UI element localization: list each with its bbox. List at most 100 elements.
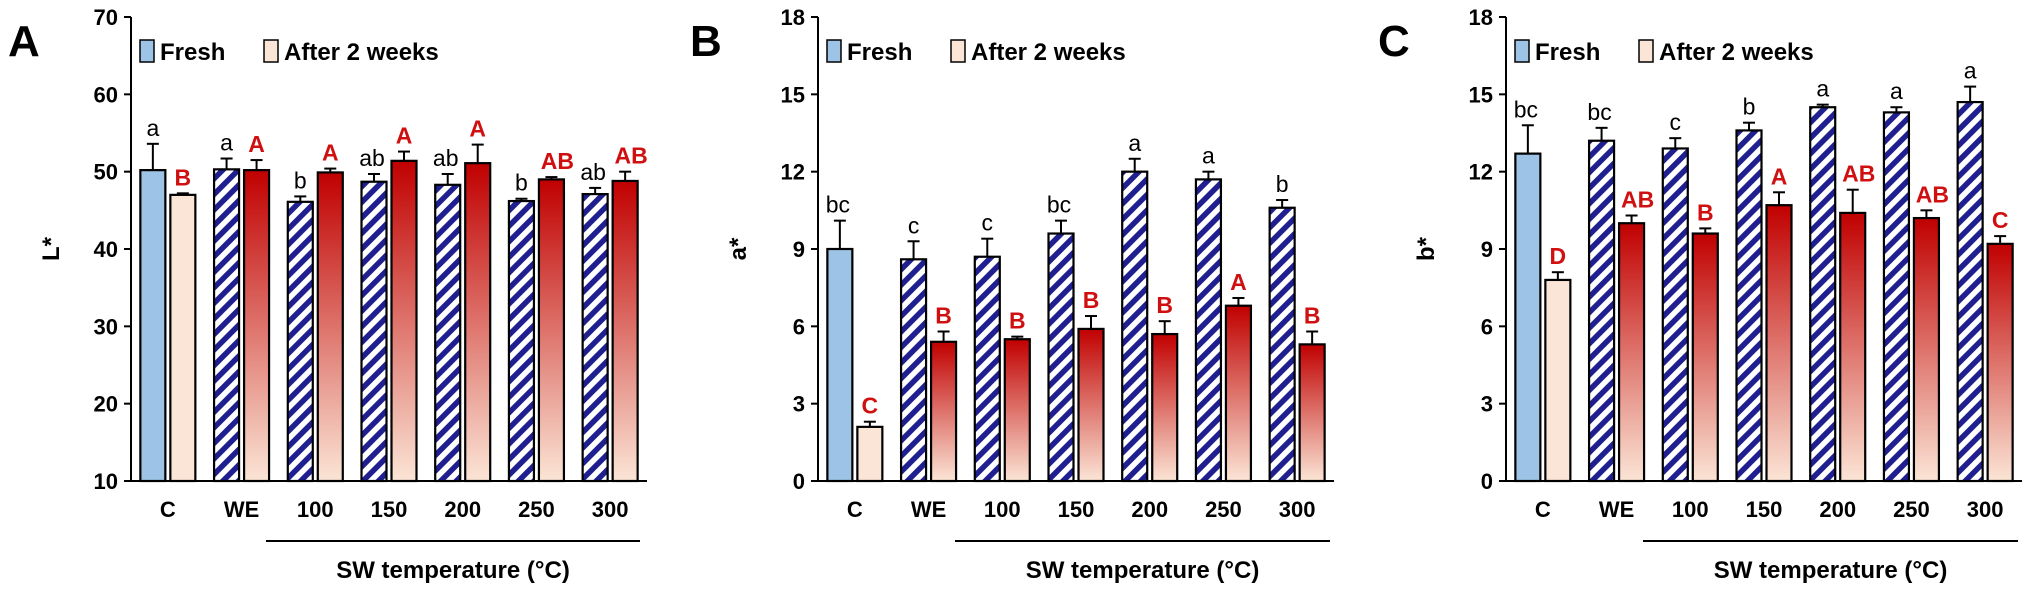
significance-letter: c (1670, 109, 1682, 135)
bar-after-300 (611, 179, 639, 483)
y-tick-label: 10 (94, 469, 118, 494)
y-tick-label: 9 (793, 237, 805, 262)
significance-letter: a (1816, 76, 1829, 102)
category-label: 200 (1131, 497, 1168, 522)
category-label: 200 (444, 497, 481, 522)
bar-fresh-c (1514, 152, 1542, 483)
y-tick-label: 70 (94, 5, 118, 30)
y-tick-label: 9 (1481, 237, 1493, 262)
legend-swatch-after (1638, 39, 1654, 63)
y-tick-label: 18 (1469, 5, 1493, 30)
panel-c: Cb* 0 3 6 9 12 15 18 bc D Cbc AB WE c B 100 b A 150 a AB 200 a… (1378, 5, 2022, 584)
bar-fresh-200 (1121, 170, 1149, 483)
y-tick-label: 50 (94, 160, 118, 185)
y-tick-label: 40 (94, 237, 118, 262)
significance-letter: C (1992, 207, 2009, 233)
category-label: 150 (1746, 497, 1783, 522)
significance-letter: A (1771, 163, 1788, 189)
bar-fresh-we (1587, 139, 1616, 483)
y-tick-label: 20 (94, 392, 118, 417)
category-label: C (847, 497, 863, 522)
significance-letter: ab (359, 145, 385, 171)
significance-letter: B (1156, 292, 1173, 318)
bar-fresh-150 (1047, 232, 1075, 483)
panel-b: Ba* 0 3 6 9 12 15 18 bc C Cc B WE c B 100 bc B 150 a B 200 a A 2… (690, 5, 1334, 584)
y-tick-label: 15 (1469, 82, 1493, 107)
category-label: 150 (1058, 497, 1095, 522)
panel-letter: B (690, 17, 722, 66)
significance-letter: bc (1047, 192, 1071, 218)
legend-swatch-after (950, 39, 966, 63)
legend-swatch-fresh (139, 39, 155, 63)
y-tick-label: 0 (1481, 469, 1493, 494)
significance-letter: B (1009, 308, 1026, 334)
bar-after-150 (1077, 327, 1105, 483)
bar-after-c (169, 193, 197, 483)
y-tick-label: 18 (781, 5, 805, 30)
y-tick-label: 60 (94, 82, 118, 107)
bar-fresh-250 (507, 199, 536, 483)
bar-fresh-100 (973, 255, 1001, 483)
x-group-label: SW temperature (°C) (1714, 557, 1948, 584)
y-tick-label: 30 (94, 314, 118, 339)
significance-letter: bc (826, 192, 850, 218)
legend-swatch-fresh (1514, 39, 1530, 63)
bar-after-100 (1003, 338, 1031, 483)
bar-after-300 (1298, 343, 1326, 483)
significance-letter: C (862, 393, 879, 419)
significance-letter: AB (1842, 161, 1875, 187)
bar-fresh-200 (434, 183, 462, 483)
bar-after-300 (1986, 242, 2014, 483)
significance-letter: B (1304, 302, 1321, 328)
bar-fresh-c (139, 169, 167, 483)
category-label: 200 (1819, 497, 1856, 522)
category-label: WE (224, 497, 259, 522)
bar-after-200 (1151, 332, 1179, 483)
significance-letter: AB (615, 143, 648, 169)
bar-after-we (242, 169, 271, 483)
bar-after-250 (537, 178, 566, 483)
y-tick-label: 3 (793, 392, 805, 417)
significance-letter: b (1276, 171, 1289, 197)
significance-letter: B (1083, 287, 1100, 313)
legend-swatch-after (263, 39, 279, 63)
bar-after-200 (1839, 211, 1867, 483)
y-tick-label: 12 (781, 160, 805, 185)
category-label: WE (911, 497, 946, 522)
legend-label-fresh: Fresh (160, 39, 225, 66)
category-label: 100 (1672, 497, 1709, 522)
significance-letter: c (982, 210, 994, 236)
category-label: 250 (518, 497, 555, 522)
bar-after-100 (316, 171, 344, 483)
bar-fresh-250 (1882, 111, 1911, 483)
y-tick-label: 6 (793, 314, 805, 339)
bar-after-we (1617, 222, 1646, 483)
bar-after-150 (1765, 204, 1793, 483)
significance-letter: b (294, 167, 307, 193)
bar-fresh-300 (1268, 206, 1296, 483)
bar-fresh-150 (1735, 129, 1763, 483)
y-axis-label: L* (38, 236, 65, 261)
y-tick-label: 6 (1481, 314, 1493, 339)
bar-fresh-250 (1194, 178, 1223, 483)
significance-letter: c (908, 212, 920, 238)
legend-label-after: After 2 weeks (1659, 39, 1814, 66)
bar-fresh-300 (1956, 100, 1984, 483)
y-tick-label: 15 (781, 82, 805, 107)
x-group-label: SW temperature (°C) (336, 557, 570, 584)
x-group-label: SW temperature (°C) (1026, 557, 1260, 584)
category-label: 250 (1205, 497, 1242, 522)
category-label: 300 (592, 497, 629, 522)
significance-letter: a (1964, 58, 1977, 84)
panel-letter: A (8, 17, 40, 66)
significance-letter: A (469, 116, 486, 142)
bar-fresh-100 (1661, 147, 1689, 483)
bar-fresh-300 (581, 192, 609, 483)
significance-letter: a (1128, 130, 1141, 156)
legend-swatch-fresh (826, 39, 842, 63)
significance-letter: AB (541, 148, 574, 174)
category-label: 300 (1967, 497, 2004, 522)
category-label: 150 (371, 497, 408, 522)
